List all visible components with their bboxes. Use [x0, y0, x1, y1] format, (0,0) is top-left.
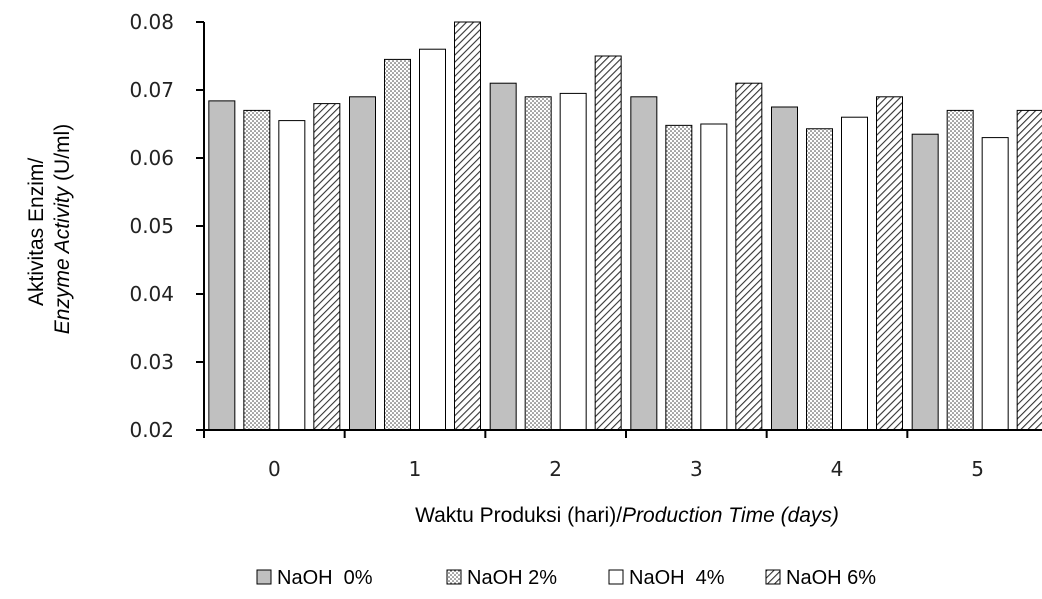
legend-swatch	[608, 569, 624, 585]
x-tick-label: 2	[549, 457, 562, 481]
y-axis-title: Aktivitas Enzim/ Enzyme Activity (U/ml)	[25, 124, 74, 334]
bar-series-1-cat-5	[911, 133, 939, 431]
y-axis-title-unit: (U/ml)	[51, 124, 74, 187]
y-tick-label: 0.04	[129, 282, 174, 306]
bar-series-4-cat-4	[876, 96, 903, 431]
bar-series-1-cat-1	[349, 96, 376, 431]
bar-series-3-cat-2	[559, 92, 587, 431]
bar-series-4-cat-0	[313, 103, 341, 431]
legend-label: NaOH 4%	[629, 567, 725, 589]
bar-series-1-cat-2	[489, 82, 517, 431]
legend-item: NaOH 0%	[256, 567, 373, 589]
x-axis-title: Waktu Produksi (hari)/Production Time (d…	[415, 504, 839, 527]
bar-series-4-cat-1	[454, 21, 481, 431]
bars-group	[208, 21, 1042, 431]
bar-series-3-cat-5	[981, 137, 1009, 431]
y-tick-label: 0.02	[129, 418, 174, 442]
y-tick-label: 0.03	[129, 350, 174, 374]
x-tick-label: 1	[409, 457, 422, 481]
bar-series-4-cat-5	[1016, 109, 1042, 431]
bar-series-2-cat-4	[806, 128, 833, 431]
legend-item: NaOH 2%	[446, 567, 557, 589]
bar-series-2-cat-2	[524, 96, 552, 431]
legend-label: NaOH 2%	[467, 567, 557, 589]
bar-series-3-cat-0	[278, 120, 306, 431]
legend-swatch	[446, 569, 462, 585]
legend-item: NaOH 4%	[608, 567, 725, 589]
legend-swatch	[256, 569, 272, 585]
bar-series-2-cat-5	[946, 109, 974, 431]
y-tick-label: 0.07	[129, 78, 174, 102]
x-tick-label: 3	[690, 457, 703, 481]
bar-series-1-cat-3	[630, 96, 658, 431]
bar-series-1-cat-4	[771, 106, 798, 431]
x-axis-title-italic: Production Time (days)	[622, 504, 839, 527]
legend-label: NaOH 6%	[786, 567, 876, 589]
y-tick-label: 0.06	[129, 146, 174, 170]
x-axis-title-plain: Waktu Produksi (hari)/	[415, 504, 622, 527]
bar-series-1-cat-0	[208, 100, 236, 431]
bar-series-3-cat-4	[841, 116, 868, 431]
x-tick-label: 0	[268, 457, 281, 481]
legend-swatch	[765, 569, 781, 585]
x-tick-label: 4	[831, 457, 844, 481]
legend: NaOH 0% NaOH 2% NaOH 4% NaOH 6%	[256, 567, 876, 589]
bar-series-2-cat-3	[665, 124, 693, 431]
y-tick-label: 0.05	[129, 214, 174, 238]
y-axis-ticks: 0.02 0.03 0.04 0.05 0.06 0.07 0.08	[129, 10, 204, 442]
bar-series-4-cat-3	[735, 82, 763, 431]
y-axis-title-line1: Aktivitas Enzim/	[25, 158, 48, 306]
bar-series-3-cat-3	[700, 123, 728, 431]
legend-label: NaOH 0%	[277, 567, 373, 589]
x-tick-label: 5	[971, 457, 984, 481]
legend-item: NaOH 6%	[765, 567, 876, 589]
y-axis-title-line2: Enzyme Activity (U/ml)	[51, 124, 74, 334]
x-axis-ticks: 0 1 2 3 4 5	[203, 430, 984, 481]
y-axis-title-italic: Enzyme Activity	[51, 185, 74, 334]
bar-series-2-cat-1	[384, 58, 411, 431]
bar-series-4-cat-2	[594, 55, 622, 431]
y-tick-label: 0.08	[129, 10, 174, 34]
bar-series-2-cat-0	[243, 109, 271, 431]
bar-series-3-cat-1	[419, 48, 446, 431]
